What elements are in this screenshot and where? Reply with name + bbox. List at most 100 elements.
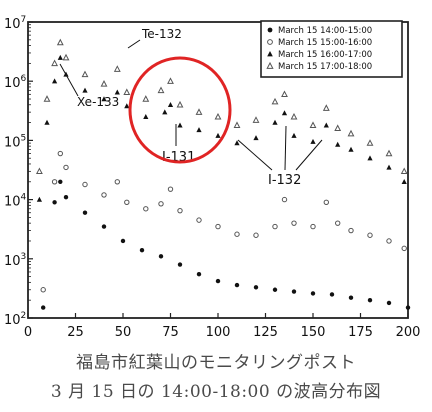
data-point — [310, 291, 316, 296]
data-point — [167, 77, 174, 84]
x-tick-label: 75 — [162, 325, 179, 340]
data-point — [82, 87, 88, 93]
legend-label: March 15 17:00-18:00 — [278, 62, 372, 72]
legend: March 15 14:00-15:00 March 15 15:00-16:00… — [266, 26, 372, 72]
data-point — [367, 155, 373, 161]
data-point — [123, 88, 131, 95]
data-point — [157, 86, 165, 94]
data-point — [348, 146, 354, 152]
data-point — [405, 305, 411, 310]
data-point — [281, 90, 288, 98]
data-point — [401, 245, 407, 252]
data-point — [120, 238, 126, 244]
legend-marker — [267, 51, 273, 57]
data-point — [214, 112, 222, 120]
data-point — [167, 186, 174, 192]
data-point — [62, 53, 70, 61]
data-point — [162, 109, 168, 115]
data-point — [335, 220, 341, 226]
legend-marker — [267, 27, 273, 33]
data-series — [35, 38, 411, 310]
data-point — [385, 149, 393, 157]
legend-label: March 15 14:00-15:00 — [278, 26, 372, 36]
data-point — [143, 206, 149, 212]
data-point — [215, 132, 221, 138]
data-point — [386, 164, 392, 170]
data-point — [310, 138, 316, 144]
data-point — [177, 122, 183, 128]
data-point — [101, 224, 107, 229]
data-point — [51, 179, 58, 185]
annotation-xe-133-arrow — [59, 63, 79, 97]
data-point — [158, 254, 164, 259]
data-point — [63, 194, 69, 200]
data-point — [271, 97, 279, 105]
data-point — [40, 287, 46, 293]
data-point — [177, 262, 183, 267]
data-point — [52, 78, 58, 84]
legend-marker — [266, 61, 274, 69]
data-point — [252, 116, 260, 123]
data-point — [335, 141, 341, 147]
y-tick-label: 106 — [4, 74, 27, 91]
data-point — [253, 285, 259, 290]
x-tick-label: 125 — [253, 325, 278, 340]
data-point — [291, 289, 297, 294]
data-point — [253, 135, 259, 141]
data-point — [158, 201, 164, 207]
data-point — [347, 129, 355, 137]
data-point — [43, 95, 51, 102]
data-point — [272, 287, 278, 292]
annotation-i-132-arrow-1 — [237, 139, 273, 171]
data-point — [143, 114, 149, 120]
y-tick-label: 105 — [4, 133, 26, 150]
data-point — [272, 119, 278, 125]
legend-marker — [267, 39, 273, 45]
y-tick-label: 104 — [4, 193, 27, 210]
series-2 — [40, 150, 407, 293]
data-point — [82, 210, 88, 215]
data-point — [35, 167, 43, 175]
data-point — [401, 178, 407, 184]
y-tick-label: 103 — [4, 252, 26, 269]
data-point — [176, 100, 184, 108]
annotation-i-132-arrow-3 — [295, 139, 323, 171]
data-point — [56, 38, 64, 46]
data-point — [234, 140, 240, 146]
x-tick-label: 0 — [24, 325, 32, 340]
data-point — [101, 96, 107, 102]
data-point — [291, 132, 297, 138]
data-point — [36, 196, 42, 202]
series-1 — [41, 179, 411, 310]
data-point — [101, 192, 107, 198]
data-point — [309, 121, 317, 128]
data-point — [167, 101, 174, 107]
data-point — [334, 124, 342, 132]
x-tick-label: 150 — [301, 325, 326, 340]
data-point — [348, 227, 354, 234]
annotation-te-132-arrow — [127, 39, 141, 49]
data-point — [57, 150, 63, 157]
data-point — [113, 65, 121, 72]
x-axis: 0 25 50 75 100 125 150 175 200 — [24, 313, 420, 340]
data-point — [52, 200, 57, 205]
data-point — [290, 112, 298, 120]
series-3 — [36, 54, 407, 202]
series-4 — [35, 38, 408, 175]
x-tick-label: 175 — [348, 325, 373, 340]
data-point — [400, 167, 408, 175]
data-point — [114, 89, 120, 95]
annotation-i-132-arrow-2 — [284, 125, 287, 171]
data-point — [177, 207, 183, 214]
data-point — [57, 54, 63, 60]
data-point — [329, 292, 335, 297]
data-point — [386, 238, 392, 244]
data-point — [272, 223, 278, 230]
y-tick-label: 107 — [4, 15, 26, 32]
data-point — [253, 232, 259, 238]
data-point — [367, 232, 373, 238]
data-point — [124, 199, 130, 206]
data-point — [63, 164, 69, 171]
data-point — [281, 110, 288, 116]
